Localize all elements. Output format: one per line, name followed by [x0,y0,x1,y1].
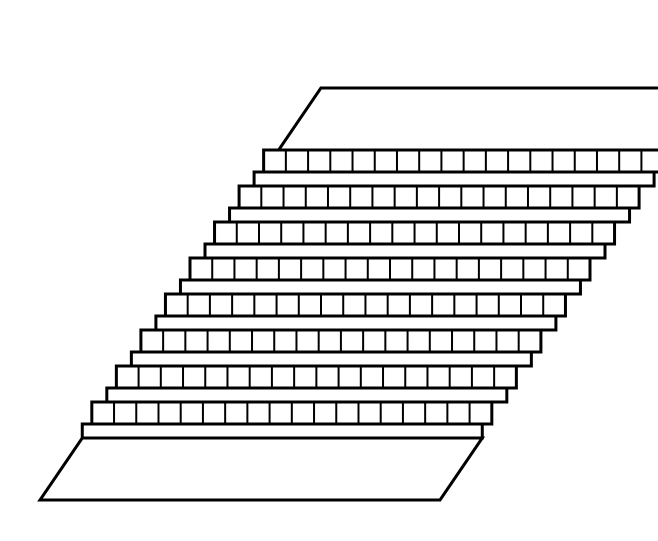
slab-6 [205,244,605,258]
slab-1 [82,424,482,438]
bottom-plate [40,438,482,500]
slab-8 [254,172,654,186]
slab-3 [131,352,531,366]
cell-row-2 [116,366,516,388]
slab-5 [180,280,580,294]
top-plate [279,88,658,150]
cell-row-8 [264,150,658,172]
cell-row-5 [190,258,590,280]
slab-2 [107,388,507,402]
cell-row-7 [239,186,639,208]
cell-row-4 [165,294,565,316]
cell-row-3 [141,330,541,352]
layered-stack-diagram [0,0,658,541]
cell-row-6 [215,222,615,244]
slab-7 [230,208,630,222]
slab-4 [156,316,556,330]
cell-row-1 [92,402,492,424]
